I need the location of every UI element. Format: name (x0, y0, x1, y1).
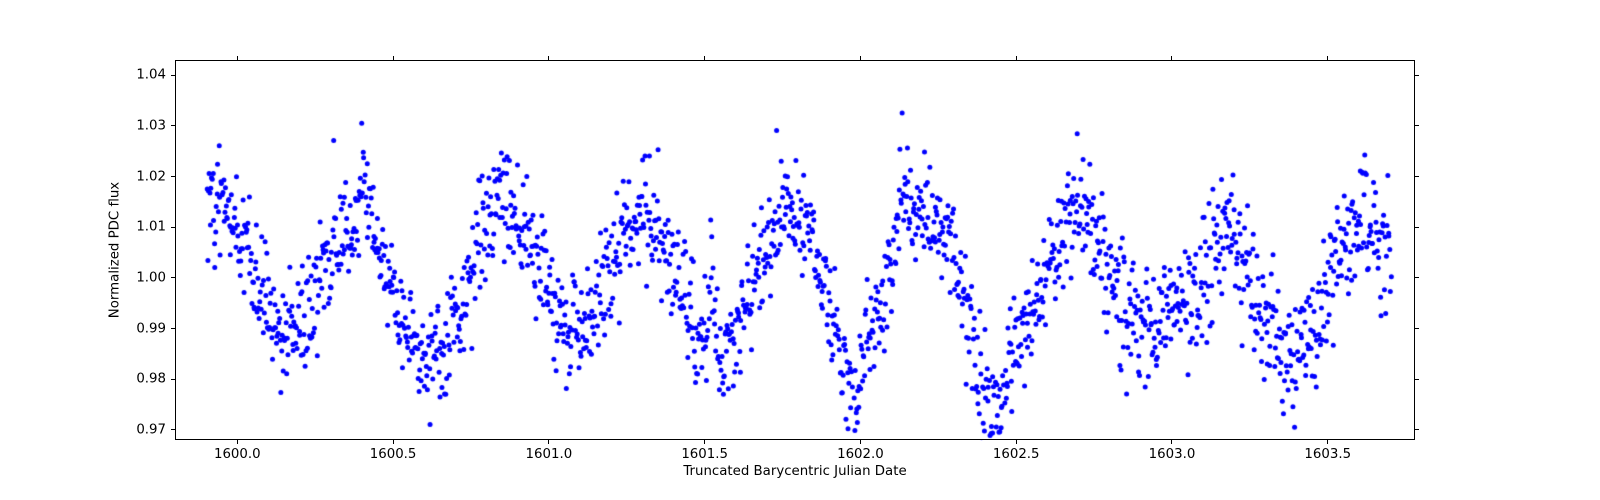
x-axis-label: Truncated Barycentric Julian Date (683, 464, 906, 479)
figure: Truncated Barycentric Julian Date Normal… (0, 0, 1600, 500)
y-tick-mark (1415, 379, 1419, 380)
y-tick-mark (171, 429, 175, 430)
y-tick-mark (171, 125, 175, 126)
y-tick-mark (171, 176, 175, 177)
scatter-canvas (176, 61, 1416, 441)
x-tick-label: 1603.0 (1149, 447, 1196, 462)
x-tick-label: 1602.0 (837, 447, 884, 462)
y-tick-mark (1415, 328, 1419, 329)
x-tick-mark (704, 440, 705, 444)
y-tick-mark (171, 227, 175, 228)
y-tick-mark (1415, 277, 1419, 278)
x-tick-mark (1327, 440, 1328, 444)
y-tick-mark (1415, 75, 1419, 76)
y-tick-label: 1.01 (131, 220, 166, 235)
x-tick-mark (548, 56, 549, 60)
y-tick-mark (171, 277, 175, 278)
x-tick-label: 1601.0 (526, 447, 573, 462)
y-axis-label: Normalized PDC flux (108, 182, 123, 318)
y-tick-mark (1415, 429, 1419, 430)
y-tick-label: 1.04 (131, 68, 166, 83)
y-tick-mark (1415, 227, 1419, 228)
x-tick-mark (237, 440, 238, 444)
y-tick-label: 1.00 (131, 270, 166, 285)
x-tick-mark (860, 56, 861, 60)
plot-area (175, 60, 1415, 440)
x-tick-mark (393, 56, 394, 60)
y-tick-label: 0.97 (131, 422, 166, 437)
y-tick-mark (171, 75, 175, 76)
x-tick-mark (237, 56, 238, 60)
x-tick-mark (1016, 56, 1017, 60)
x-tick-mark (860, 440, 861, 444)
y-tick-mark (1415, 176, 1419, 177)
x-tick-mark (704, 56, 705, 60)
x-tick-label: 1602.5 (993, 447, 1040, 462)
x-tick-label: 1601.5 (681, 447, 728, 462)
x-tick-mark (393, 440, 394, 444)
x-tick-mark (1171, 440, 1172, 444)
x-tick-label: 1600.5 (370, 447, 417, 462)
y-tick-label: 0.99 (131, 321, 166, 336)
y-tick-label: 1.03 (131, 118, 166, 133)
y-tick-mark (171, 379, 175, 380)
y-tick-label: 1.02 (131, 169, 166, 184)
y-tick-label: 0.98 (131, 372, 166, 387)
y-tick-mark (171, 328, 175, 329)
x-tick-mark (548, 440, 549, 444)
x-tick-mark (1016, 440, 1017, 444)
x-tick-mark (1327, 56, 1328, 60)
x-tick-mark (1171, 56, 1172, 60)
y-tick-mark (1415, 125, 1419, 126)
x-tick-label: 1603.5 (1304, 447, 1351, 462)
x-tick-label: 1600.0 (214, 447, 261, 462)
